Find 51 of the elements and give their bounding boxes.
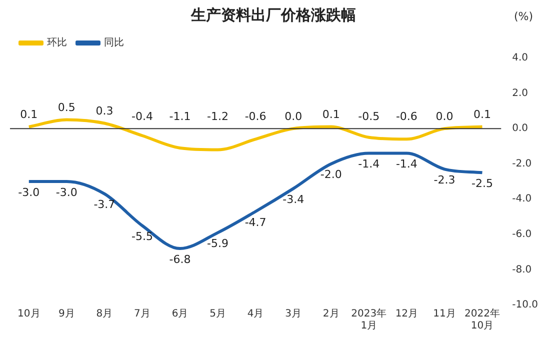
data-label: 0.1 <box>20 108 38 122</box>
data-label: -0.5 <box>358 110 380 123</box>
y-tick-label: 4.0 <box>512 52 528 64</box>
y-tick-label: -6.0 <box>512 229 532 240</box>
data-label: 0.1 <box>322 108 340 122</box>
data-label: 0.5 <box>58 101 76 114</box>
legend-label: 同比 <box>104 36 124 49</box>
data-label: -3.0 <box>18 186 40 199</box>
y-tick-label: 2.0 <box>512 88 528 99</box>
data-label: -1.2 <box>207 110 229 123</box>
x-tick-label: 12月 <box>395 308 418 320</box>
y-tick-label: -10.0 <box>512 300 538 311</box>
data-label: 0.1 <box>473 108 491 122</box>
data-label: -4.7 <box>244 216 266 229</box>
data-label: 0.0 <box>284 110 302 123</box>
x-tick-label: 2022年 10月 <box>464 308 500 332</box>
x-tick-label: 2023年 1月 <box>351 308 387 332</box>
x-tick-label: 8月 <box>96 308 113 320</box>
data-label: -6.8 <box>169 252 191 266</box>
legend-label: 环比 <box>47 36 67 49</box>
data-label: -0.6 <box>396 110 418 123</box>
data-label: -1.1 <box>169 110 191 123</box>
data-label: -2.5 <box>472 177 493 190</box>
chart-title: 生产资料出厂价格涨跌幅 <box>191 6 356 24</box>
data-label: 0.0 <box>436 110 454 123</box>
x-tick-label: 11月 <box>433 308 456 320</box>
data-label: -2.3 <box>434 174 456 187</box>
x-tick-label: 10月 <box>18 308 40 320</box>
x-tick-label: 7月 <box>134 308 150 320</box>
x-tick-label: 4月 <box>247 308 264 320</box>
data-label: -3.4 <box>282 192 304 206</box>
data-label: -3.0 <box>56 186 78 199</box>
data-label: -1.4 <box>358 158 380 171</box>
x-tick-label: 2月 <box>322 308 340 320</box>
x-tick-label: 6月 <box>172 308 188 320</box>
y-axis-title: (%) <box>514 10 533 23</box>
x-tick-label: 5月 <box>210 308 226 320</box>
data-label: -5.5 <box>131 230 153 243</box>
y-tick-label: -8.0 <box>512 264 532 276</box>
data-label: -0.6 <box>244 110 266 123</box>
data-label: 0.3 <box>96 104 114 118</box>
y-tick-label: 0.0 <box>512 123 528 134</box>
x-tick-label: 3月 <box>285 308 302 320</box>
data-label: -0.4 <box>131 110 153 123</box>
data-label: -1.4 <box>396 158 418 171</box>
data-label: -5.9 <box>207 237 229 250</box>
x-tick-label: 9月 <box>58 308 75 320</box>
y-tick-label: -4.0 <box>512 194 532 205</box>
data-label: -2.0 <box>320 168 342 182</box>
y-tick-label: -2.0 <box>512 158 532 170</box>
data-label: -3.7 <box>94 198 116 212</box>
